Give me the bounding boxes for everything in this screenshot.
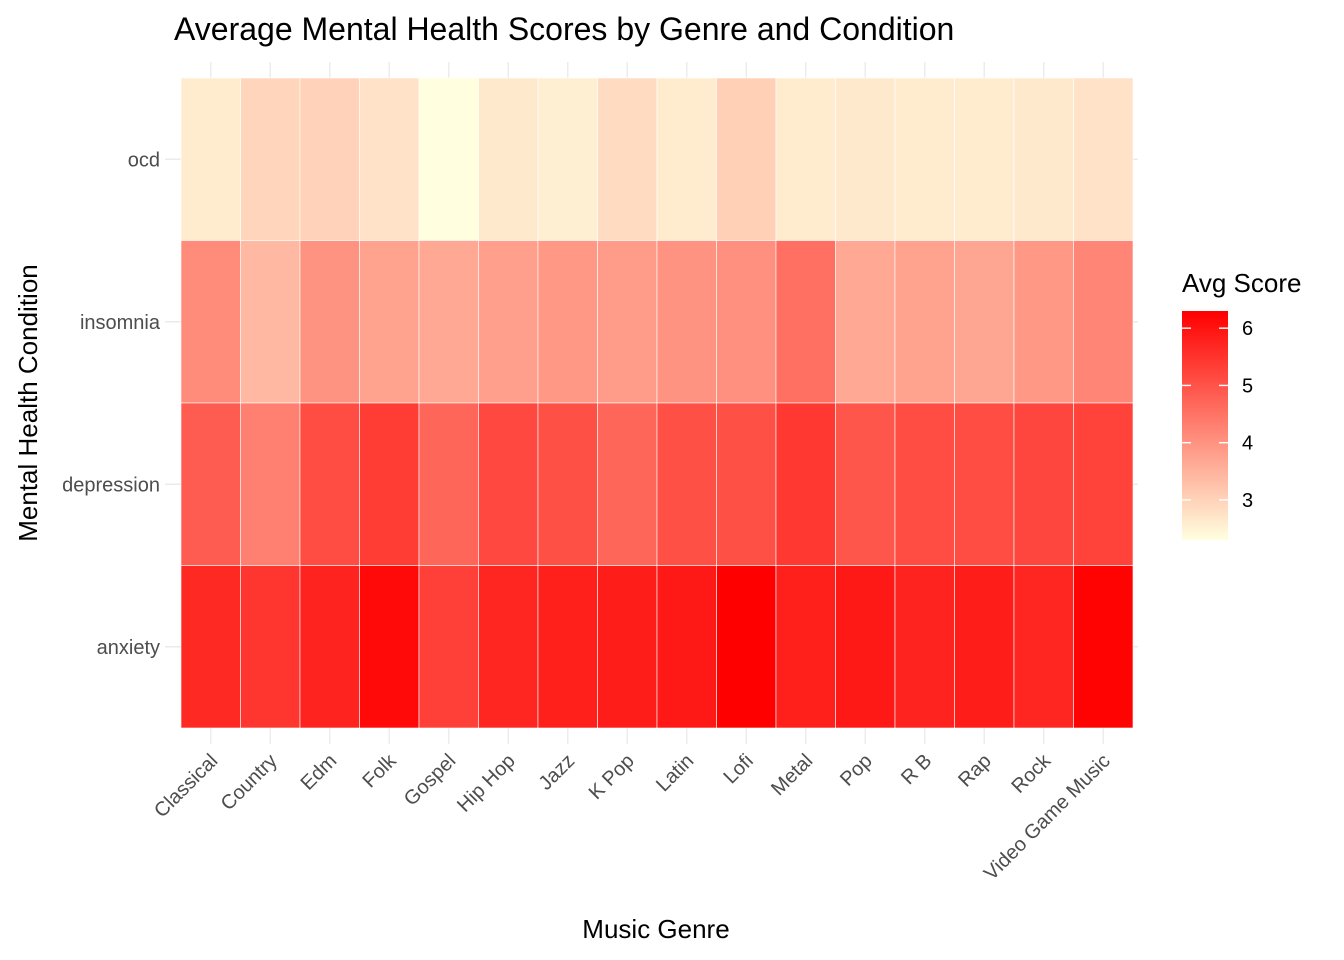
heatmap-cell: [180, 402, 241, 566]
heatmap-cell: [656, 240, 717, 404]
heatmap-cell: [1013, 565, 1074, 729]
heatmap-cell: [478, 565, 539, 729]
heatmap-cell: [894, 240, 955, 404]
heatmap-cells: [180, 77, 1134, 729]
heatmap-cell: [299, 402, 360, 566]
heatmap-cell: [240, 240, 301, 404]
heatmap-cell: [359, 402, 420, 566]
heatmap-cell: [418, 565, 479, 729]
x-tick-label: Rap: [954, 750, 996, 792]
x-tick-label: Jazz: [535, 750, 580, 795]
color-legend: Avg Score 3 4 5 6: [1182, 268, 1301, 540]
heatmap-cell: [954, 240, 1015, 404]
heatmap-cell: [359, 77, 420, 241]
heatmap-cell: [835, 240, 896, 404]
x-tick-label: Rock: [1008, 749, 1056, 797]
heatmap-cell: [716, 565, 777, 729]
legend-colorbar: [1182, 311, 1228, 540]
heatmap-cell: [418, 77, 479, 241]
heatmap-cell: [835, 565, 896, 729]
heatmap-cell: [775, 402, 836, 566]
x-tick-label: Lofi: [719, 750, 757, 788]
chart-title: Average Mental Health Scores by Genre an…: [174, 11, 954, 47]
heatmap-cell: [597, 565, 658, 729]
heatmap-cell: [1013, 402, 1074, 566]
heatmap-cell: [954, 565, 1015, 729]
heatmap-cell: [478, 402, 539, 566]
heatmap-cell: [1013, 240, 1074, 404]
y-tick-label: ocd: [128, 149, 160, 171]
heatmap-cell: [775, 77, 836, 241]
legend-tick-label: 3: [1242, 490, 1253, 512]
heatmap-cell: [1073, 77, 1134, 241]
heatmap-cell: [299, 240, 360, 404]
heatmap-cell: [894, 77, 955, 241]
heatmap-cell: [894, 565, 955, 729]
x-tick-label: Country: [217, 750, 282, 815]
heatmap-cell: [359, 565, 420, 729]
heatmap-cell: [1013, 77, 1074, 241]
y-tick-label: anxiety: [97, 637, 160, 659]
heatmap-cell: [775, 565, 836, 729]
y-tick-label: insomnia: [80, 312, 161, 334]
x-tick-label: Edm: [297, 750, 342, 795]
heatmap-cell: [716, 402, 777, 566]
heatmap-cell: [716, 240, 777, 404]
heatmap-cell: [478, 240, 539, 404]
heatmap-cell: [537, 240, 598, 404]
y-axis-title: Mental Health Condition: [13, 264, 43, 542]
heatmap-cell: [537, 402, 598, 566]
x-axis-title: Music Genre: [582, 914, 729, 944]
heatmap-cell: [537, 77, 598, 241]
x-tick-label: Classical: [150, 750, 222, 822]
heatmap-cell: [835, 402, 896, 566]
x-tick-label: Latin: [652, 750, 698, 796]
heatmap-cell: [478, 77, 539, 241]
y-tick-label: depression: [62, 474, 160, 496]
x-tick-label: Folk: [359, 749, 402, 792]
y-tick-labels: ocd insomnia depression anxiety: [62, 149, 161, 659]
heatmap-cell: [597, 402, 658, 566]
heatmap-cell: [835, 77, 896, 241]
heatmap-cell: [954, 77, 1015, 241]
heatmap-cell: [656, 402, 717, 566]
heatmap-cell: [775, 240, 836, 404]
legend-tick-label: 5: [1242, 375, 1253, 397]
heatmap-cell: [299, 565, 360, 729]
x-tick-label: Metal: [767, 750, 817, 800]
heatmap-cell: [299, 77, 360, 241]
legend-tick-label: 6: [1242, 318, 1253, 340]
heatmap-cell: [240, 565, 301, 729]
heatmap-cell: [1073, 565, 1134, 729]
heatmap-cell: [597, 77, 658, 241]
heatmap-cell: [1073, 402, 1134, 566]
heatmap-cell: [1073, 240, 1134, 404]
heatmap-cell: [716, 77, 777, 241]
heatmap-cell: [418, 402, 479, 566]
legend-ticks: 3 4 5 6: [1182, 318, 1253, 512]
heatmap-cell: [240, 402, 301, 566]
heatmap-cell: [537, 565, 598, 729]
legend-tick-label: 4: [1242, 433, 1253, 455]
heatmap-cell: [656, 77, 717, 241]
x-tick-label: R B: [897, 750, 936, 789]
x-tick-label: K Pop: [585, 750, 639, 804]
heatmap-cell: [954, 402, 1015, 566]
heatmap-cell: [180, 240, 241, 404]
heatmap-cell: [180, 77, 241, 241]
legend-title: Avg Score: [1182, 268, 1301, 298]
x-tick-label: Hip Hop: [453, 750, 520, 817]
heatmap-cell: [597, 240, 658, 404]
heatmap-cell: [418, 240, 479, 404]
heatmap-cell: [240, 77, 301, 241]
heatmap-cell: [656, 565, 717, 729]
heatmap-cell: [894, 402, 955, 566]
heatmap-cell: [180, 565, 241, 729]
heatmap-cell: [359, 240, 420, 404]
x-tick-label: Pop: [836, 750, 877, 791]
x-tick-label: Gospel: [400, 750, 460, 810]
